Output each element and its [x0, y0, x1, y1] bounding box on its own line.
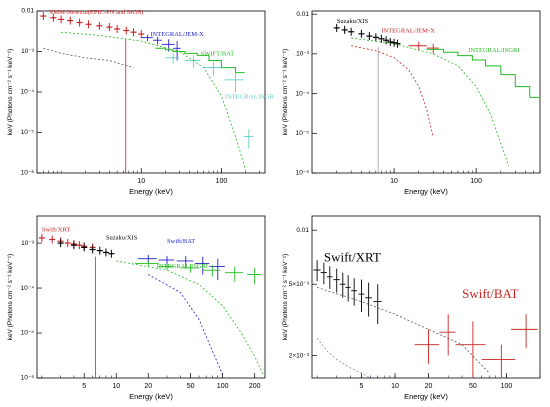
- y-tick-label: 10⁻⁶: [21, 375, 35, 382]
- plot-frame: [311, 10, 541, 174]
- data-layer: [313, 260, 538, 378]
- y-tick-label: 10⁻⁵: [21, 330, 35, 337]
- y-tick-label: 10⁻⁴: [21, 285, 35, 292]
- y-tick-label: 10⁻⁶: [21, 170, 35, 177]
- data-layer: [40, 12, 254, 173]
- y-axis-label: keV (Photons cm⁻² s⁻¹ keV⁻¹): [282, 49, 289, 136]
- y-tick-label: 10⁻⁶: [296, 170, 310, 177]
- x-tick-label: 50: [187, 383, 195, 390]
- axes: 5 10 20 50 100 200 10⁻³ 10⁻⁴ 10⁻⁵ 10⁻⁶ Energy (keV…: [7, 215, 266, 401]
- x-axis-label: Energy (keV): [404, 187, 448, 196]
- model-curve: [351, 45, 434, 138]
- annotation-suzaku-xis: Suzaku/XIS: [106, 235, 138, 242]
- plot-frame: [36, 215, 266, 379]
- x-tick-label: 10: [112, 383, 120, 390]
- x-tick-label: 20: [144, 383, 152, 390]
- model-curve: [351, 37, 510, 167]
- x-tick-label: 10: [391, 383, 399, 390]
- y-tick-label: 0.01: [296, 11, 309, 18]
- x-tick-label: 50: [469, 383, 477, 390]
- model-curve: [316, 287, 490, 374]
- annotation-swift-bat: Swift/BAT: [462, 286, 518, 301]
- x-axis-label: Energy (keV): [404, 392, 448, 401]
- y-tick-label: 10⁻⁵: [296, 130, 310, 137]
- model-curve: [316, 337, 371, 378]
- data-layer: [38, 233, 264, 378]
- y-tick-label: 0.01: [21, 8, 34, 15]
- panel-bottom-left: 5 10 20 50 100 200 10⁻³ 10⁻⁴ 10⁻⁵ 10⁻⁶ Energy (keV…: [7, 215, 266, 401]
- y-tick-label: 10⁻⁵: [21, 129, 35, 136]
- annotation-swift-bat: SWIFT/BAT: [201, 50, 235, 57]
- y-tick-label: 5×10⁻³: [289, 281, 310, 288]
- y-tick-label: 0.01: [296, 227, 309, 234]
- y-tick-label: 2×10⁻³: [289, 352, 310, 359]
- annotation-integral-isgri: INTEGRAL/ISGRI: [157, 263, 208, 270]
- y-axis-label: keV (Photons cm⁻² s⁻¹ keV⁻¹): [7, 49, 14, 136]
- x-tick-label: 100: [470, 178, 482, 185]
- model-curve: [61, 31, 246, 170]
- axes: 5 10 20 50 100 0.01 5×10⁻³ 2×10⁻³ Energy (keV) ke…: [282, 215, 541, 401]
- y-tick-label: 10⁻³: [296, 51, 310, 58]
- y-axis-label: keV (Photons cm⁻² s⁻¹ keV⁻¹): [7, 254, 14, 341]
- x-tick-label: 20: [425, 383, 433, 390]
- panel-top-right: 10 100 0.01 10⁻³ 10⁻⁴ 10⁻⁵ 10⁻⁶ Energy (keV) keV…: [282, 10, 541, 196]
- x-axis-label: Energy (keV): [129, 187, 173, 196]
- annotation-integral-jem-x: INTEGRAL/JEM-X: [381, 27, 435, 34]
- x-tick-label: 200: [249, 383, 261, 390]
- x-tick-label: 5: [359, 383, 363, 390]
- axes: 10 100 0.01 10⁻³ 10⁻⁴ 10⁻⁵ 10⁻⁶ Energy (keV) keV…: [7, 8, 266, 196]
- y-tick-label: 10⁻³: [21, 240, 35, 247]
- y-tick-label: 10⁻³: [21, 48, 35, 55]
- x-tick-label: 10: [390, 178, 398, 185]
- x-axis-label: Energy (keV): [129, 392, 173, 401]
- annotation-integral-isgri: INTEGRAL/ISGRI: [468, 47, 519, 54]
- model-curve: [43, 47, 134, 69]
- y-axis-label: keV (Photons cm⁻² s⁻¹ keV⁻¹): [282, 254, 289, 341]
- annotation-swift-xrt: Swift/XRT: [42, 227, 71, 234]
- swift-bat-step-line: [155, 47, 245, 74]
- panel-top-left: 10 100 0.01 10⁻³ 10⁻⁴ 10⁻⁵ 10⁻⁶ Energy (keV) keV…: [7, 8, 273, 196]
- y-tick-label: 10⁻⁴: [296, 90, 310, 97]
- model-curve: [148, 274, 224, 375]
- data-layer: [333, 23, 540, 173]
- annotation-swift-xrt: Swift/XRT: [324, 249, 381, 264]
- x-tick-label: 10: [137, 178, 145, 185]
- x-tick-label: 5: [82, 383, 86, 390]
- annotation-integral-jem-x: INTEGRAL/JEM-X: [150, 31, 204, 38]
- plot-frame: [311, 215, 541, 379]
- x-tick-label: 100: [217, 383, 229, 390]
- x-tick-label: 100: [216, 178, 228, 185]
- y-tick-label: 10⁻⁴: [21, 89, 35, 96]
- annotation-xmm-newton-epic-pn-and-mos: XMM-Newton(EPIC-PN and MOS): [49, 9, 144, 16]
- integral-isgri-step-line: [426, 48, 540, 98]
- axes: 10 100 0.01 10⁻³ 10⁻⁴ 10⁻⁵ 10⁻⁶ Energy (keV) keV…: [282, 10, 541, 196]
- annotation-integral-isgri: INTEGRAL/ISGRI: [225, 93, 273, 100]
- panel-bottom-right: 5 10 20 50 100 0.01 5×10⁻³ 2×10⁻³ Energy (keV) ke…: [282, 215, 541, 401]
- annotation-suzaku-xis: Suzaku/XIS: [337, 18, 369, 25]
- x-tick-label: 100: [501, 383, 513, 390]
- annotation-swift-bat: Swift/BAT: [167, 238, 195, 245]
- model-curve: [116, 260, 264, 375]
